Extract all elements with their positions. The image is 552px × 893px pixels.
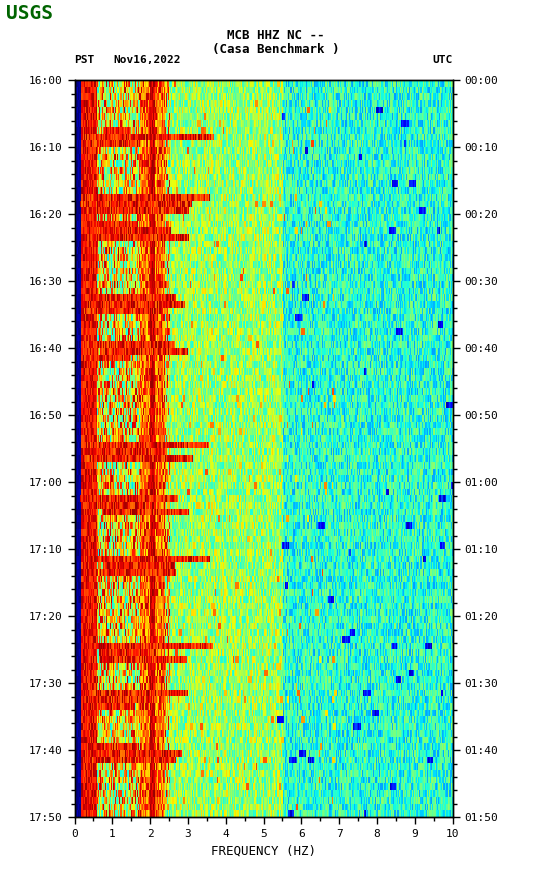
Text: UTC: UTC [432,55,453,65]
Text: Nov16,2022: Nov16,2022 [113,55,181,65]
Text: (Casa Benchmark ): (Casa Benchmark ) [213,43,339,56]
Text: PST: PST [75,55,95,65]
Text: MCB HHZ NC --: MCB HHZ NC -- [227,29,325,42]
Text: USGS: USGS [6,4,52,23]
X-axis label: FREQUENCY (HZ): FREQUENCY (HZ) [211,845,316,857]
